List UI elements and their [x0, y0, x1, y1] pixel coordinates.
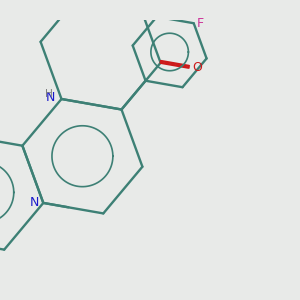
Text: H: H [45, 88, 53, 99]
Text: N: N [46, 91, 55, 104]
Text: O: O [192, 61, 202, 74]
Text: N: N [29, 196, 39, 209]
Text: F: F [197, 17, 204, 30]
